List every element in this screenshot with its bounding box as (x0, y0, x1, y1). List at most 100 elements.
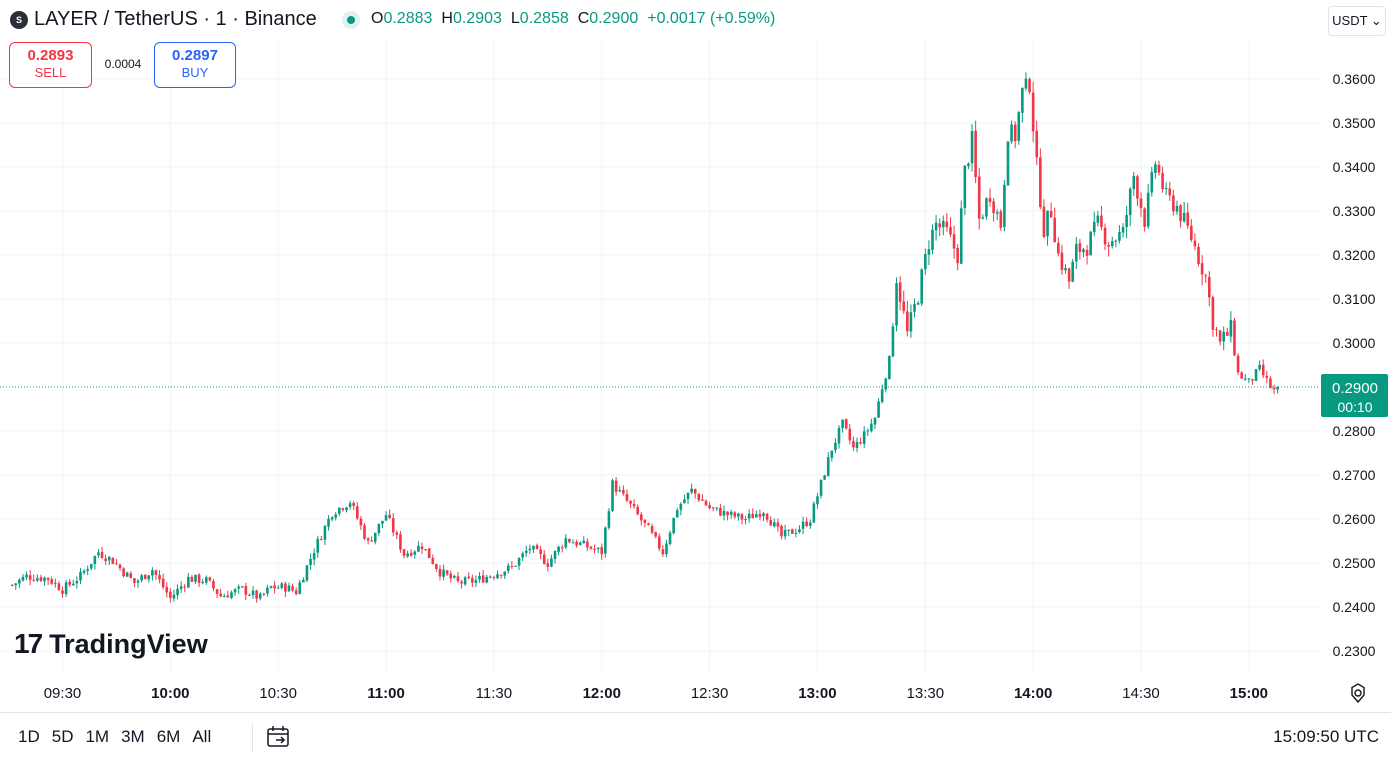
candle-body (733, 512, 737, 517)
candle-body (1006, 141, 1010, 186)
candle-body (586, 541, 589, 548)
candle-body (474, 579, 478, 583)
candle-body (147, 575, 151, 580)
candle-body (115, 563, 118, 565)
candle-body (1085, 250, 1089, 256)
candle-body (751, 513, 755, 519)
candle-body (995, 212, 999, 214)
candle-body (1240, 372, 1243, 379)
candle-body (21, 576, 25, 581)
range-5d[interactable]: 5D (51, 727, 74, 746)
candle-body (1096, 215, 1100, 223)
candle-body (172, 594, 176, 599)
candle-body (553, 551, 557, 560)
time-axis[interactable]: 09:30 10:00 10:30 11:00 11:30 12:00 12:30 13:00… (44, 685, 1268, 702)
candle-body (388, 514, 391, 518)
range-1m[interactable]: 1M (85, 727, 110, 746)
candle-body (1164, 188, 1168, 190)
last-price-tag (1321, 374, 1388, 417)
candle-body (690, 488, 693, 493)
candle-body (967, 163, 970, 167)
axis-settings-icon[interactable] (1347, 682, 1369, 704)
candle-body (884, 378, 888, 390)
candle-body (97, 552, 100, 556)
candle-body (122, 568, 125, 577)
time-tick-label: 13:00 (798, 685, 836, 702)
candle-body (330, 517, 334, 520)
tradingview-logo[interactable]: 17 TradingView (14, 628, 208, 660)
candle-body (50, 579, 54, 584)
candle-body (237, 586, 240, 589)
candle-body (629, 500, 632, 504)
candle-body (291, 586, 294, 591)
tradingview-wordmark: TradingView (49, 628, 208, 659)
candle-body (999, 211, 1003, 228)
candle-body (517, 558, 521, 566)
goto-date-icon[interactable] (266, 725, 292, 749)
candle-body (801, 521, 805, 529)
price-chart[interactable]: 0.3600 0.3500 0.3400 0.3300 0.3200 0.3100 0.30… (0, 0, 1391, 712)
currency-select[interactable]: USDT ⌄ (1328, 6, 1386, 36)
range-1d[interactable]: 1D (18, 727, 40, 746)
candle-body (1132, 175, 1136, 190)
candle-body (1265, 375, 1269, 378)
candle-body (399, 534, 402, 550)
price-axis[interactable]: 0.3600 0.3500 0.3400 0.3300 0.3200 0.3100 0.30… (1333, 71, 1376, 659)
market-open-icon[interactable] (342, 11, 360, 29)
candle-body (729, 511, 733, 515)
candle-body (75, 581, 79, 584)
price-tick-label: 0.3100 (1333, 291, 1376, 307)
range-all[interactable]: All (192, 727, 212, 746)
candle-body (305, 565, 309, 581)
price-tick-label: 0.2500 (1333, 555, 1376, 571)
last-price-marker: 0.2900 00:10 (0, 374, 1388, 417)
candle-body (1128, 188, 1132, 216)
candle-body (294, 590, 298, 595)
symbol-title[interactable]: LAYER / TetherUS · 1 · Binance (34, 8, 317, 30)
candle-body (902, 301, 906, 312)
candle-body (309, 558, 312, 566)
candle-body (1157, 164, 1161, 173)
utc-clock[interactable]: 15:09:50 UTC (1273, 727, 1379, 746)
candle-body (1078, 243, 1082, 252)
candle-body (463, 577, 467, 585)
candle-body (28, 575, 32, 580)
ohlc-close-value: 0.2900 (589, 10, 639, 27)
candle-body (352, 502, 355, 506)
candle-body (1089, 231, 1092, 256)
candle-body (514, 565, 517, 567)
candle-body (1031, 92, 1035, 132)
candle-body (1121, 226, 1125, 233)
candle-body (1190, 225, 1193, 240)
candle-body (1021, 87, 1024, 113)
range-6m[interactable]: 6M (156, 727, 181, 746)
candle-body (244, 586, 248, 595)
ohlc-close-label: C (577, 10, 590, 27)
candle-body (54, 582, 57, 584)
range-3m[interactable]: 3M (121, 727, 145, 746)
candle-body (312, 553, 316, 560)
candle-body (704, 500, 708, 506)
candle-body (255, 590, 258, 599)
toolbar-divider (252, 723, 253, 751)
candle-body (913, 303, 916, 312)
buy-button[interactable]: 0.2897 BUY (154, 42, 236, 88)
candle-body (769, 519, 773, 526)
candle-body (632, 503, 636, 507)
sell-button[interactable]: 0.2893 SELL (9, 42, 92, 88)
bottom-toolbar: 1D 5D 1M 3M 6M All 15:09:50 UTC (0, 712, 1391, 759)
candle-body (201, 582, 205, 584)
candle-body (737, 513, 740, 517)
candle-body (1107, 244, 1110, 247)
candle-body (974, 130, 977, 178)
candle-body (877, 401, 880, 418)
candle-body (316, 538, 320, 553)
candle-body (1118, 231, 1121, 241)
candle-body (341, 508, 345, 510)
candle-body (1182, 212, 1186, 222)
candle-body (643, 519, 647, 523)
candle-body (125, 572, 129, 577)
candle-body (1269, 378, 1272, 389)
candle-body (1013, 124, 1017, 142)
candle-body (708, 505, 711, 509)
